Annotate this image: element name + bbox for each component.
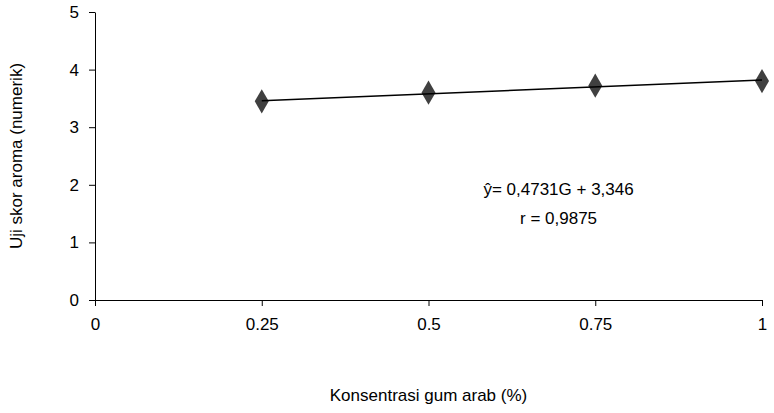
marks — [255, 69, 769, 113]
tick-mark — [89, 300, 95, 301]
axis-line — [95, 13, 96, 301]
annotation: r = 0,9875 — [520, 209, 597, 228]
tick: 0 — [70, 291, 95, 310]
tick: 0.25 — [246, 300, 279, 334]
tick-label: 4 — [70, 61, 79, 80]
tick-mark — [89, 70, 95, 71]
tick-mark — [89, 12, 95, 13]
annotation: ŷ= 0,4731G + 3,346 — [483, 180, 633, 199]
tick-mark — [429, 300, 430, 306]
tick: 1 — [758, 300, 767, 334]
tick: 2 — [70, 176, 95, 195]
tick-label: 0.25 — [246, 315, 279, 334]
point — [421, 81, 435, 105]
tick: 0.5 — [417, 300, 441, 334]
tick-label: 3 — [70, 118, 79, 137]
tick: 1 — [70, 233, 95, 252]
y-axis-title: Uji skor aroma (numerik) — [7, 63, 26, 249]
tick-label: 5 — [70, 3, 79, 22]
tick-mark — [595, 300, 596, 306]
tick-mark — [762, 300, 763, 306]
tick-mark — [89, 185, 95, 186]
point — [588, 74, 602, 98]
tick: 5 — [70, 3, 95, 22]
tick-mark — [262, 300, 263, 306]
tick-label: 0.5 — [417, 315, 441, 334]
y-axis: 0 1 2 3 4 5 — [70, 3, 96, 310]
tick-label: 1 — [70, 233, 79, 252]
x-axis-title: Konsentrasi gum arab (%) — [330, 386, 527, 405]
plot: 0 0.25 0.5 0.75 1 0 1 2 3 4 5 ŷ= 0,4731G + 3,346 r =… — [70, 3, 769, 334]
tick-mark — [95, 300, 96, 306]
point — [755, 69, 769, 93]
tick-label: 2 — [70, 176, 79, 195]
tick-label: 1 — [758, 315, 767, 334]
tick: 3 — [70, 118, 95, 137]
chart: 0 0.25 0.5 0.75 1 0 1 2 3 4 5 ŷ= 0,4731G + 3,346 r =… — [0, 0, 774, 413]
x-axis: 0 0.25 0.5 0.75 1 — [91, 300, 767, 334]
tick-label: 0 — [91, 315, 100, 334]
tick: 4 — [70, 61, 95, 80]
tick-mark — [89, 242, 95, 243]
trend-line — [262, 80, 762, 101]
tick-label: 0.75 — [579, 315, 612, 334]
point — [255, 89, 269, 113]
tick: 0 — [91, 300, 100, 334]
tick-label: 0 — [70, 291, 79, 310]
tick: 0.75 — [579, 300, 612, 334]
tick-mark — [89, 127, 95, 128]
